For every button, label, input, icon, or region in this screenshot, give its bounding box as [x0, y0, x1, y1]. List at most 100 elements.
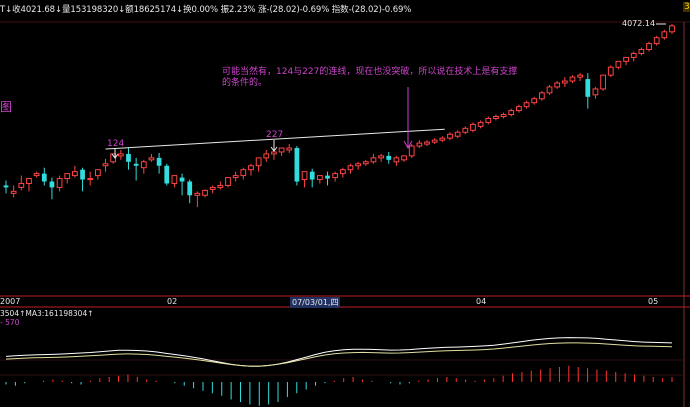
candle-body-up: [577, 74, 584, 78]
candle-body-up: [477, 121, 484, 127]
indicator-ma-line: [5, 337, 673, 367]
date-label-04: 04: [476, 297, 487, 306]
candle-body-up: [493, 116, 499, 119]
candle-body-down: [585, 79, 591, 97]
candle-body-up: [600, 74, 606, 90]
date-label-05: 05: [648, 297, 659, 306]
candle-body-up: [393, 157, 400, 163]
indicator-label: 3504↑MA3:161198304↑: [0, 309, 94, 318]
candle-body-up: [232, 175, 239, 179]
annotation-line-1: 可能当然有，124与227的连线，现在也没突破，所以说在技术上是有支撑: [222, 67, 518, 77]
candle-body-up: [225, 177, 231, 186]
candle-body-up: [447, 133, 453, 139]
candle-body-up: [531, 98, 538, 104]
date-cursor-label: 07/03/01,四: [290, 297, 341, 308]
candle-body-up: [347, 165, 354, 171]
candle-body-up: [263, 153, 270, 159]
candle-body-up: [140, 161, 147, 169]
candle-body-up: [72, 171, 78, 177]
candle-body-down: [386, 155, 392, 160]
candle-body-up: [18, 182, 25, 188]
candle-body-up: [653, 37, 660, 45]
candle-body-up: [416, 142, 423, 147]
candle-body-up: [661, 31, 668, 39]
candle-body-up: [316, 175, 323, 181]
candle-body-up: [401, 155, 407, 161]
candle-body-up: [485, 117, 492, 123]
candle-body-up: [332, 173, 339, 179]
marker-227-label: 227: [266, 130, 284, 140]
candle-body-up: [431, 139, 438, 143]
candle-body-up: [194, 192, 201, 196]
candle-body-down: [294, 148, 300, 182]
support-trendline: [105, 128, 445, 150]
candle-body-up: [378, 155, 384, 159]
candle-body-up: [546, 86, 553, 94]
candle-body-up: [87, 178, 94, 181]
candle-body-up: [370, 157, 377, 163]
candle-body-up: [278, 147, 285, 153]
marker-227-arrow-head: [270, 146, 278, 152]
candle-body-up: [33, 173, 40, 177]
candle-body-up: [408, 145, 415, 157]
candle-body-up: [355, 163, 362, 167]
header-quote-text: T↓收4021.68↓量153198320↓额18625174↓换0.00% 振…: [0, 5, 412, 15]
header-quote-bar: T↓收4021.68↓量153198320↓额18625174↓换0.00% 振…: [0, 3, 411, 15]
left-label: 图: [0, 100, 13, 114]
candle-body-up: [500, 114, 507, 117]
candle-body-up: [592, 88, 599, 96]
candle-body-up: [10, 190, 17, 194]
candle-body-down: [179, 177, 185, 182]
candle-body-down: [133, 163, 139, 166]
candle-body-up: [271, 151, 277, 155]
candle-body-up: [561, 80, 568, 84]
date-label-2007: 2007: [0, 297, 21, 306]
candle-body-up: [607, 66, 614, 76]
candle-body-up: [301, 171, 308, 181]
candle-body-down: [187, 181, 193, 196]
date-label-02: 02: [167, 297, 178, 306]
candle-body-up: [94, 169, 101, 177]
candle-body-up: [630, 52, 637, 58]
candle-body-down: [80, 169, 85, 180]
candle-body-up: [64, 173, 71, 180]
candle-body-up: [523, 102, 530, 108]
candle-body-up: [424, 141, 430, 145]
candle-body-up: [669, 25, 675, 33]
candle-body-up: [516, 106, 522, 112]
candle-body-up: [439, 137, 446, 141]
candle-body-down: [164, 165, 170, 184]
candle-body-down: [41, 173, 47, 182]
candle-body-up: [462, 127, 469, 133]
candle-body-up: [171, 175, 178, 184]
candle-body-up: [26, 178, 32, 184]
candle-body-up: [470, 123, 476, 131]
candle-body-up: [240, 169, 247, 177]
candle-body-up: [248, 165, 254, 171]
candle-body-down: [309, 171, 315, 180]
candle-body-up: [339, 169, 346, 175]
candle-body-down: [49, 181, 55, 188]
candle-body-up: [117, 153, 124, 157]
candle-body-up: [102, 163, 109, 167]
candle-body-down: [325, 175, 330, 179]
candle-body-up: [56, 178, 63, 188]
candle-body-up: [554, 82, 561, 88]
annotation-arrow-head: [403, 140, 413, 150]
candle-body-down: [126, 153, 131, 162]
candle-body-up: [202, 189, 208, 196]
annotation-line-2: 的条件的。: [222, 78, 268, 88]
candle-body-up: [638, 49, 645, 54]
candle-body-up: [217, 184, 224, 188]
candle-body-up: [615, 60, 622, 68]
indicator-ma-line-2: [5, 342, 673, 367]
candle-body-up: [148, 157, 155, 161]
marker-124-arrow-head: [111, 153, 119, 159]
candle-body-up: [454, 131, 461, 137]
candle-body-up: [362, 161, 369, 165]
peak-price-label: 4072.14: [622, 19, 656, 28]
candle-body-up: [646, 43, 652, 51]
candle-body-up: [508, 110, 515, 116]
